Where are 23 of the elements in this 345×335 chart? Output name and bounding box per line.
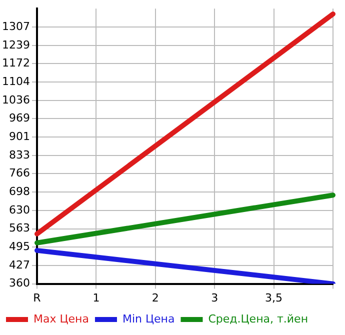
y-tick-label: 360 <box>8 276 30 290</box>
legend-label: Min Цена <box>122 312 175 326</box>
legend-label: Сред.Цена, т.йен <box>208 312 308 326</box>
y-tick-label: 630 <box>8 203 30 216</box>
y-tick-label: 1104 <box>2 74 30 88</box>
x-tick-label: 3 <box>211 291 218 304</box>
y-tick-label: 1036 <box>2 93 30 106</box>
y-tick-label: 427 <box>8 258 30 272</box>
y-tick-label: 1307 <box>2 20 30 33</box>
y-tick-label: 969 <box>8 112 30 125</box>
x-tick-label: 3,5 <box>265 291 283 304</box>
y-tick-label: 1239 <box>2 38 30 52</box>
x-tick-label: R <box>33 291 42 304</box>
x-tick-label: 1 <box>92 291 100 304</box>
y-tick-label: 563 <box>8 222 30 235</box>
x-tick-label: 2 <box>152 291 159 304</box>
y-tick-label: 698 <box>8 185 30 198</box>
legend-label: Max Цена <box>34 312 89 326</box>
y-tick-label: 901 <box>8 130 30 143</box>
y-tick-label: 495 <box>8 240 30 254</box>
y-tick-label: 1172 <box>2 56 30 70</box>
y-tick-label: 766 <box>8 166 30 180</box>
y-tick-label: 833 <box>8 148 30 162</box>
